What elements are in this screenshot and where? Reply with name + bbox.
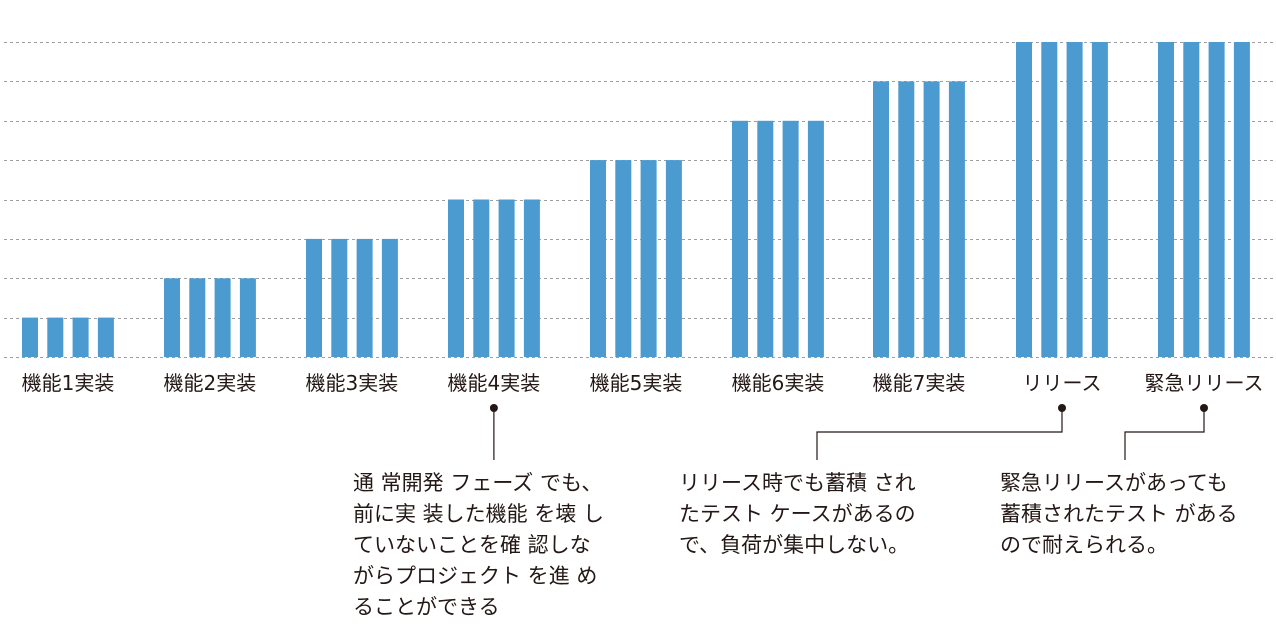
bar [1041, 42, 1058, 357]
bar [523, 199, 540, 357]
bar [898, 81, 915, 358]
bar [214, 278, 231, 358]
bar [97, 317, 114, 357]
bar [239, 278, 256, 358]
bar [640, 160, 657, 357]
bar [72, 317, 89, 357]
bar [1233, 42, 1250, 357]
annotation-line: ので耐えられる。 [1000, 533, 1168, 557]
bars [22, 42, 1250, 358]
annotation-line: ることができる [353, 595, 500, 619]
annotation-line: がらプロジェクト を進 め [353, 564, 598, 588]
category-label: 機能2実装 [164, 371, 257, 395]
annotation-line: 前に実 装した機能 を壊 し [353, 502, 605, 526]
category-label: 機能5実装 [590, 371, 683, 395]
category-label: 機能4実装 [448, 371, 541, 395]
callout-line [1124, 408, 1205, 460]
category-label: 機能1実装 [22, 371, 115, 395]
annotation-line: ていないことを確 認しな [353, 533, 591, 557]
callout-dot [489, 404, 498, 412]
bar [1208, 42, 1225, 357]
bar [189, 278, 206, 358]
bar [782, 120, 799, 358]
bar [1158, 42, 1174, 357]
bar [164, 278, 180, 358]
bar [873, 81, 889, 358]
bar [923, 81, 940, 358]
bar [22, 317, 38, 357]
annotation-note-release: リリース時でも蓄積 され たテスト ケースがあるの で、負荷が集中しない。 [679, 468, 969, 561]
annotation-note-emergency-release: 緊急リリースがあっても 蓄積されたテスト がある ので耐えられる。 [1000, 468, 1276, 561]
category-label: 緊急リリース [1145, 371, 1264, 395]
bar [473, 199, 490, 357]
annotation-line: たテスト ケースがあるの [679, 502, 916, 526]
bar [498, 199, 515, 357]
category-label: 機能7実装 [873, 371, 966, 395]
bar [948, 81, 965, 358]
callout-dot [1058, 404, 1066, 412]
bar [757, 120, 774, 358]
bar [381, 238, 398, 357]
bar [331, 238, 348, 357]
category-label: 機能6実装 [732, 371, 825, 395]
bar [306, 238, 322, 357]
annotation-line: で、負荷が集中しない。 [679, 533, 910, 557]
callout-line [816, 408, 1063, 460]
annotation-line: 緊急リリースがあっても [1000, 471, 1228, 495]
category-label: 機能3実装 [306, 371, 399, 395]
category-label: リリース [1023, 371, 1102, 395]
annotation-line: リリース時でも蓄積 され [679, 471, 916, 495]
annotation-note-feature4: 通 常開発 フェーズ でも、 前に実 装した機能 を壊 し ていないことを確 認… [353, 468, 643, 623]
bar [47, 317, 64, 357]
bar [1183, 42, 1200, 357]
bar [1066, 42, 1083, 357]
bar [665, 160, 682, 357]
bar [807, 120, 824, 358]
bar [590, 160, 606, 357]
bar [448, 199, 464, 357]
annotation-line: 蓄積されたテスト がある [1000, 502, 1238, 526]
bar [615, 160, 632, 357]
category-labels: 機能1実装 機能2実装 機能3実装 機能4実装 機能5実装 機能6実装 機能7実装 リリース 緊… [22, 371, 1264, 395]
bar [356, 238, 373, 357]
bar [1091, 42, 1108, 357]
callouts [489, 404, 1208, 460]
bar [732, 120, 748, 358]
annotation-line: 通 常開発 フェーズ でも、 [353, 471, 603, 495]
bar [1016, 42, 1032, 357]
callout-dot [1200, 404, 1208, 412]
